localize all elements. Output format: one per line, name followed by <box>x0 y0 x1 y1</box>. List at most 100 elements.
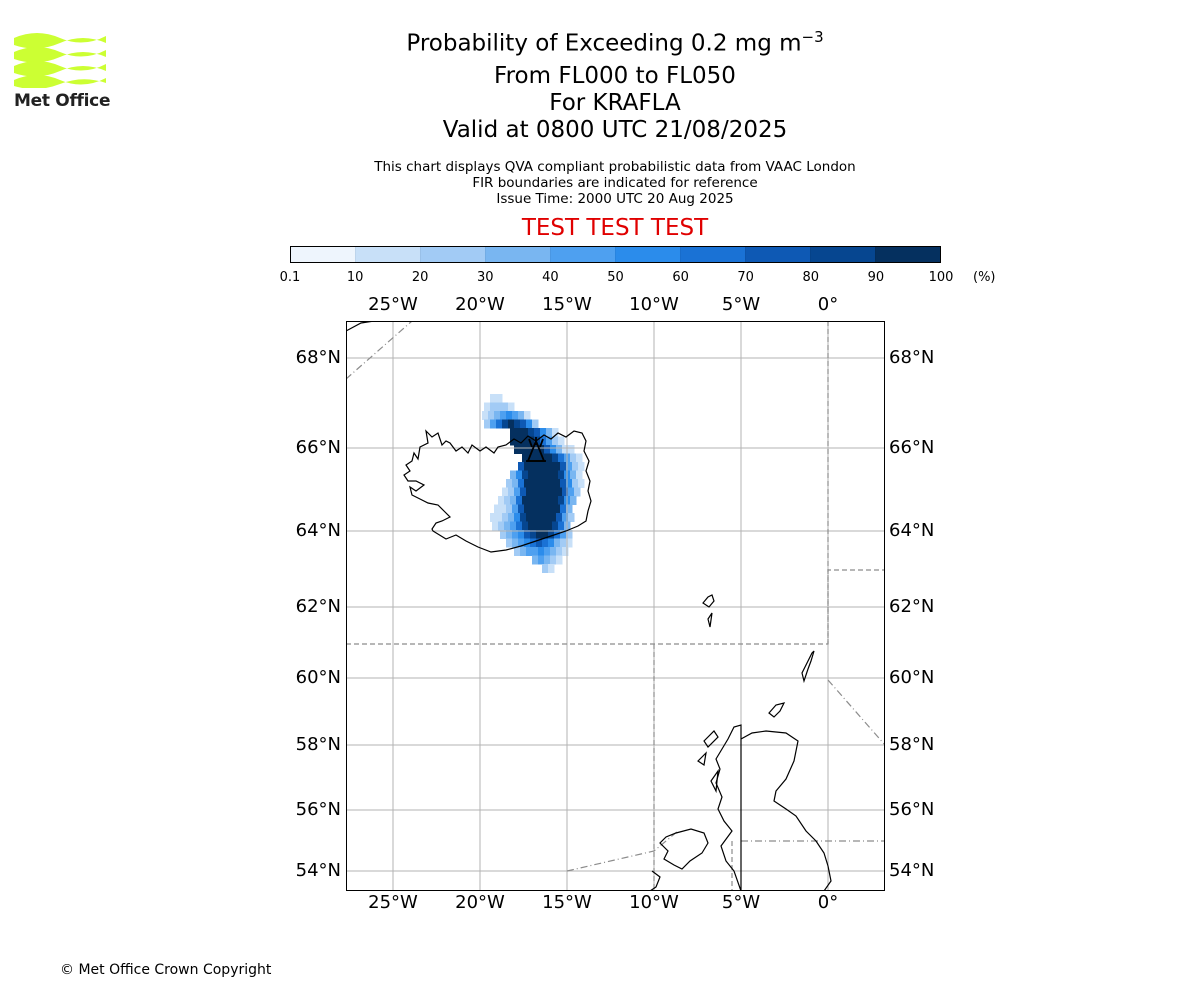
ash-probability-cell <box>546 470 553 480</box>
longitude-label: 20°W <box>455 294 505 315</box>
ash-probability-cell <box>508 402 515 412</box>
ash-probability-cell <box>538 513 545 522</box>
ash-probability-cell <box>520 419 527 429</box>
ash-probability-cell <box>490 402 497 412</box>
ash-probability-cell <box>542 462 549 471</box>
latitude-label: 68°N <box>889 347 935 368</box>
ash-probability-cell <box>544 547 551 556</box>
colorbar-segment <box>615 247 680 262</box>
ash-probability-cell <box>548 462 555 471</box>
ash-probability-cell <box>544 555 551 565</box>
colorbar-tick-label: 60 <box>672 270 689 285</box>
colorbar <box>290 246 941 263</box>
ash-probability-cell <box>518 530 525 539</box>
latitude-label: 58°N <box>295 734 341 755</box>
latitude-label: 68°N <box>295 347 341 368</box>
valid-time: Valid at 0800 UTC 21/08/2025 <box>442 117 788 143</box>
longitude-label: 0° <box>817 294 839 315</box>
ash-probability-cell <box>556 445 563 454</box>
ash-probability-cell <box>524 479 531 488</box>
ash-probability-cell <box>554 538 561 548</box>
longitude-label: 20°W <box>455 892 505 913</box>
ash-probability-cell <box>570 496 577 505</box>
colorbar-segment <box>745 247 810 262</box>
ash-probability-cell <box>506 504 513 514</box>
colorbar-segment <box>550 247 615 262</box>
ash-probability-cell <box>548 564 555 573</box>
ash-probability-cell <box>512 530 519 539</box>
level-range: From FL000 to FL050 <box>494 63 736 89</box>
ash-probability-cell <box>514 513 521 522</box>
ash-probability-cell <box>506 530 513 539</box>
ash-probability-cell <box>576 453 583 463</box>
ash-probability-cell <box>510 470 517 480</box>
ash-probability-cell <box>532 487 539 497</box>
ash-probability-cell <box>522 496 529 505</box>
ash-probability-cell <box>546 496 553 505</box>
colorbar-segment <box>355 247 420 262</box>
ash-probability-cell <box>558 436 565 446</box>
ash-probability-cell <box>550 513 557 522</box>
ash-probability-cell <box>544 487 551 497</box>
ash-probability-cell <box>524 462 531 471</box>
ash-probability-cell <box>556 547 563 556</box>
ash-probability-cell <box>524 504 531 514</box>
ash-probability-cell <box>522 436 529 446</box>
ash-probability-cell <box>510 428 517 437</box>
longitude-label: 5°W <box>721 294 761 315</box>
ash-probability-cell <box>512 504 519 514</box>
test-banner: TEST TEST TEST <box>521 215 709 241</box>
ash-probability-cell <box>544 513 551 522</box>
ash-probability-cell <box>534 496 541 505</box>
title-main: Probability of Exceeding 0.2 mg m <box>406 30 802 57</box>
ash-probability-cell <box>514 487 521 497</box>
ash-probability-cell <box>502 487 509 497</box>
volcano-marker-icon <box>526 437 546 462</box>
ash-probability-cell <box>568 445 575 454</box>
ash-probability-cell <box>506 411 513 420</box>
ash-probability-cell <box>566 462 573 471</box>
title-exponent: −3 <box>801 28 824 46</box>
ash-probability-cell <box>562 547 569 556</box>
ash-probability-cell <box>502 513 509 522</box>
ash-probability-cell <box>532 445 539 454</box>
ash-probability-cell <box>530 462 537 471</box>
ash-probability-cell <box>560 462 567 471</box>
ash-probability-cell <box>568 513 575 522</box>
ash-probability-cell <box>578 462 585 471</box>
ash-probability-cell <box>558 521 565 531</box>
ash-probability-cell <box>542 530 549 539</box>
ash-probability-cell <box>556 487 563 497</box>
ash-probability-cell <box>536 538 543 548</box>
ash-probability-cell <box>534 436 541 446</box>
ash-probability-cell <box>500 504 507 514</box>
ash-probability-cell <box>484 419 491 429</box>
latitude-label: 58°N <box>889 734 935 755</box>
ash-probability-cell <box>512 411 519 420</box>
ash-probability-cell <box>526 513 533 522</box>
ash-probability-cell <box>534 521 541 531</box>
ash-probability-cell <box>504 521 511 531</box>
issue-time: Issue Time: 2000 UTC 20 Aug 2025 <box>496 191 734 207</box>
ash-probability-cell <box>560 538 567 548</box>
ash-probability-cell <box>534 470 541 480</box>
ash-probability-cell <box>494 411 501 420</box>
ash-probability-cell <box>528 496 535 505</box>
colorbar-tick-label: 70 <box>737 270 754 285</box>
ash-probability-cell <box>508 487 515 497</box>
latitude-label: 54°N <box>889 860 935 881</box>
map-frame <box>346 321 885 891</box>
ash-probability-cell <box>532 513 539 522</box>
latitude-label: 62°N <box>295 596 341 617</box>
ash-probability-cell <box>494 504 501 514</box>
ash-probability-cell <box>490 419 497 429</box>
ash-probability-cell <box>482 411 489 420</box>
ash-probability-cell <box>522 428 529 437</box>
coastlines <box>346 321 832 891</box>
ash-probability-cell <box>498 521 505 531</box>
ash-probability-cell <box>554 462 561 471</box>
ash-probability-cell <box>512 538 519 548</box>
ash-probability-cell <box>528 453 535 463</box>
ash-probability-cell <box>520 487 527 497</box>
ash-probability-cell <box>558 496 565 505</box>
